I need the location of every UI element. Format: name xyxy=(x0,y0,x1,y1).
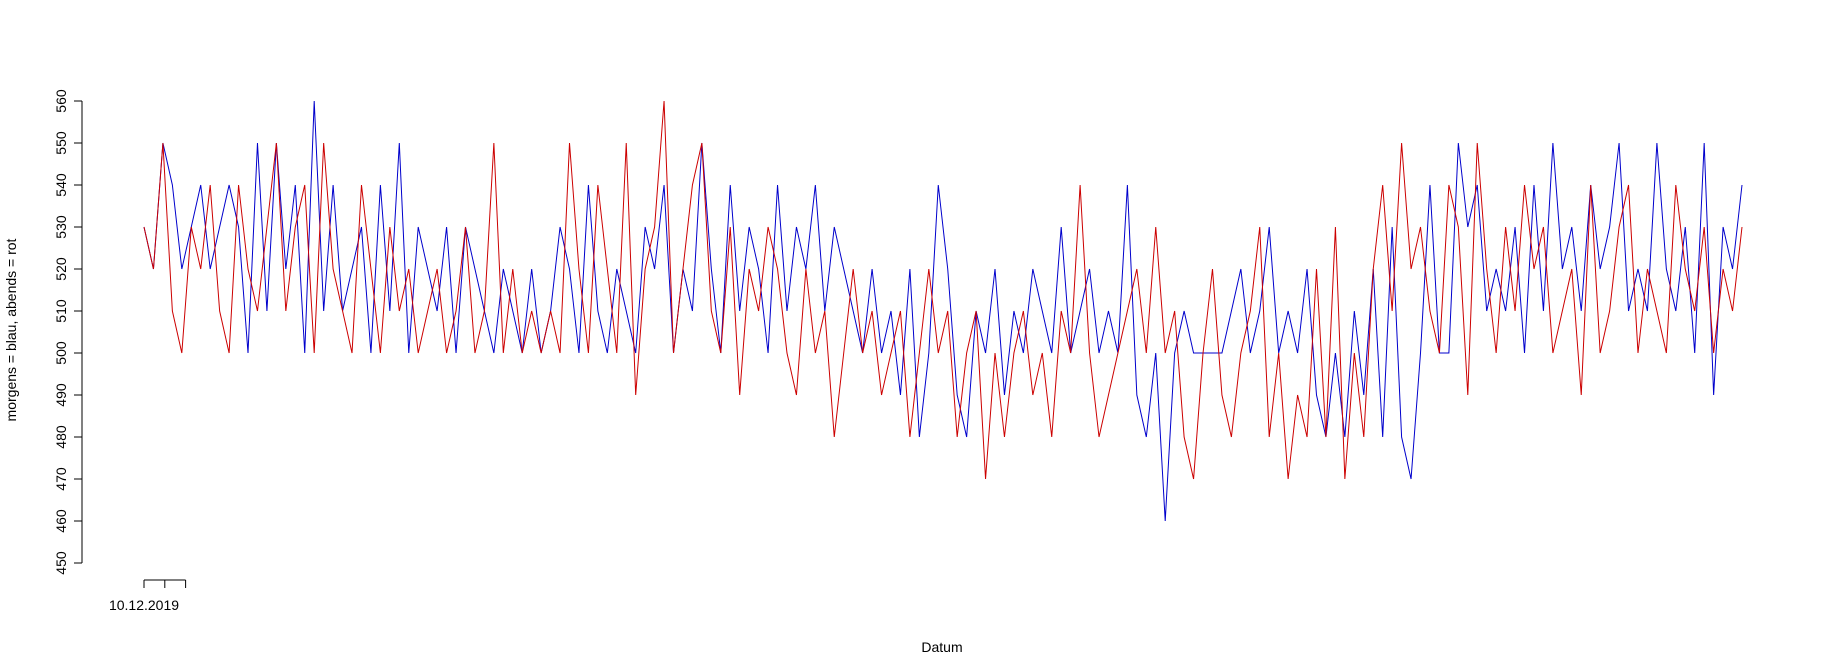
y-tick-label: 550 xyxy=(53,131,69,155)
x-tick-label: 10.12.2019 xyxy=(109,597,179,613)
y-axis-label: morgens = blau, abends = rot xyxy=(3,238,19,421)
y-tick-label: 500 xyxy=(53,341,69,365)
y-tick-label: 480 xyxy=(53,425,69,449)
y-tick-label: 520 xyxy=(53,257,69,281)
x-axis-label: Datum xyxy=(921,639,962,655)
y-tick-label: 540 xyxy=(53,173,69,197)
y-tick-label: 470 xyxy=(53,467,69,491)
y-tick-label: 530 xyxy=(53,215,69,239)
series-line xyxy=(143,100,1743,480)
y-tick-label: 490 xyxy=(53,383,69,407)
y-tick-label: 560 xyxy=(53,89,69,113)
y-tick-label: 460 xyxy=(53,509,69,533)
y-tick-label: 450 xyxy=(53,551,69,575)
y-tick-label: 510 xyxy=(53,299,69,323)
